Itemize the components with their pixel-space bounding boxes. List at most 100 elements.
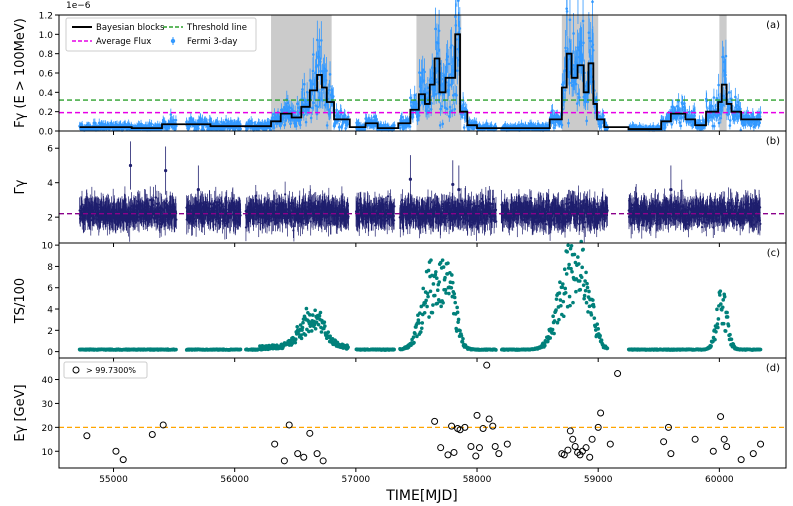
flux-point [238, 123, 242, 126]
flux-point [728, 119, 732, 122]
flux-point [724, 73, 727, 77]
flux-point [286, 101, 290, 105]
flux-point [344, 127, 347, 130]
flux-point [338, 125, 341, 128]
flux-point [187, 126, 190, 130]
flux-point [417, 114, 421, 117]
flux-point [670, 123, 674, 126]
flux-point [585, 119, 588, 123]
flux-point [174, 124, 178, 128]
flux-point [462, 126, 466, 129]
flux-point [169, 113, 173, 116]
flux-point [239, 127, 242, 131]
flux-point [688, 110, 691, 114]
flux-point [560, 123, 564, 127]
panel-a: 0.0 0.2 0.4 0.6 0.8 1.0 1.2 (a) Fγ (E > 100MeV) B… [13, 0, 787, 138]
flux-point [434, 27, 437, 31]
flux-point [450, 109, 454, 112]
flux-point [717, 83, 720, 87]
flux-point [201, 118, 204, 121]
flux-point [457, 0, 460, 2]
y-tick-label: 0.4 [39, 89, 54, 99]
flux-point [284, 119, 288, 122]
flux-point [440, 105, 444, 108]
flux-point [589, 39, 592, 43]
flux-point [724, 54, 728, 58]
flux-point [408, 125, 412, 128]
flux-point [717, 121, 721, 125]
flux-point [440, 77, 443, 81]
flux-point [357, 121, 361, 125]
index-point [257, 221, 260, 224]
flux-point [712, 96, 716, 99]
flux-point [313, 86, 317, 89]
flux-point [565, 10, 569, 13]
flux-point [289, 122, 292, 126]
flux-point [552, 126, 556, 130]
flux-point [174, 118, 178, 122]
flux-point [328, 73, 332, 76]
y-tick-label: 1.2 [39, 12, 53, 22]
flux-point [563, 89, 567, 92]
flux-point [163, 120, 166, 124]
flux-point [319, 69, 322, 73]
flux-point [455, 93, 458, 97]
legend-label: Threshold line [186, 23, 247, 33]
flux-point [591, 0, 594, 4]
flux-point [712, 124, 716, 128]
flux-point [568, 18, 572, 21]
flux-point [578, 96, 581, 99]
flux-point [679, 124, 683, 128]
legend-label: Fermi 3-day [187, 37, 237, 47]
flux-point [572, 32, 575, 35]
flux-point [314, 104, 318, 107]
index-point [175, 218, 178, 221]
flux-point [418, 71, 421, 74]
flux-point [564, 49, 568, 53]
flux-point [272, 126, 276, 130]
flux-point [715, 97, 719, 100]
flux-point [438, 124, 442, 127]
flux-point [310, 106, 314, 110]
flux-point [312, 101, 315, 105]
flux-point [409, 96, 412, 100]
flux-point [458, 27, 462, 30]
flux-point [346, 115, 350, 119]
flux-point [325, 69, 328, 72]
flux-point [563, 68, 567, 72]
panel-b: 246(b)Γγ [13, 130, 787, 247]
flux-point [343, 114, 347, 117]
y-tick-label: 0.6 [39, 70, 54, 80]
legend-swatch [170, 38, 176, 44]
flux-point [402, 119, 405, 122]
flux-point [279, 124, 282, 127]
flux-point [455, 69, 459, 72]
flux-point [250, 121, 254, 125]
flux-point [325, 124, 329, 127]
flux-point [283, 123, 286, 127]
flux-point [222, 128, 225, 132]
flux-point [437, 29, 441, 33]
flux-point [316, 105, 319, 109]
flux-point [450, 44, 453, 47]
flux-point [304, 120, 308, 124]
flux-point [734, 95, 737, 99]
flux-point [346, 122, 350, 126]
legend-label: Bayesian blocks [96, 23, 165, 33]
flux-point [150, 122, 153, 126]
flux-point [320, 39, 323, 42]
flux-point [332, 95, 335, 98]
flux-point [398, 126, 402, 130]
legend-label: Average Flux [96, 37, 151, 47]
flux-point [328, 88, 331, 92]
flux-point [312, 53, 315, 56]
flux-point [302, 113, 306, 117]
y-axis-title: Fγ (E > 100MeV) [13, 18, 28, 128]
flux-point [294, 124, 298, 128]
flux-point [400, 115, 404, 119]
index-point [239, 214, 242, 217]
index-point [284, 193, 287, 196]
flux-point [228, 127, 232, 131]
flux-point [393, 124, 396, 127]
